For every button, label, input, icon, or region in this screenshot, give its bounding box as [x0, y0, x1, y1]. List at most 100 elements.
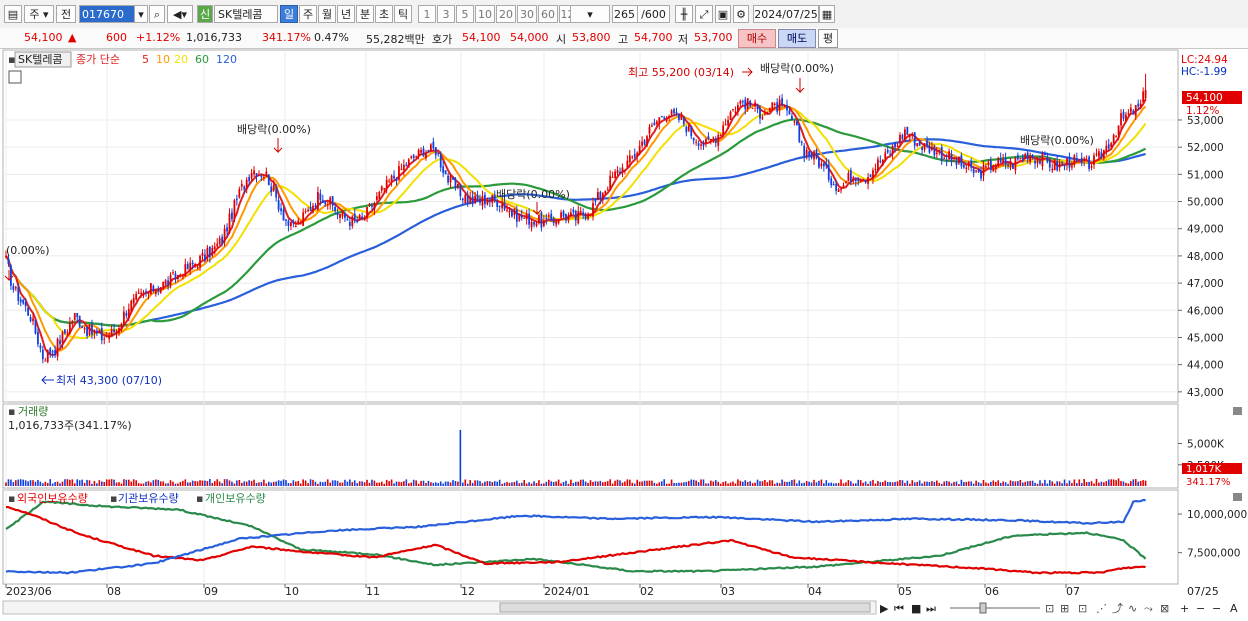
date-input[interactable]: 2024/07/25 [753, 5, 819, 23]
volume-bar [547, 479, 550, 486]
holdings-menu-icon[interactable]: ▪ [8, 492, 15, 505]
tool-icon[interactable]: ⊠ [1160, 602, 1169, 615]
candle-body [206, 247, 209, 259]
period-tab-6[interactable]: 틱 [394, 5, 412, 23]
period-tab-1[interactable]: 주 [299, 5, 317, 23]
interval-tab-10[interactable]: 10 [475, 5, 495, 23]
candle-body [697, 143, 700, 146]
interval-tab-5[interactable]: 5 [456, 5, 474, 23]
candle-body [1019, 158, 1022, 160]
period-week-select[interactable]: 주 ▾ [24, 5, 54, 23]
zoom-out-icon[interactable]: − [1196, 602, 1205, 615]
period-tab-4[interactable]: 분 [356, 5, 374, 23]
scrollbar-thumb[interactable] [499, 602, 871, 613]
volume-bar [783, 481, 786, 486]
chart-menu-icon[interactable]: ▪ [8, 53, 15, 66]
tool-icon[interactable]: ∿ [1128, 602, 1137, 615]
avg-button[interactable]: 평 [818, 29, 838, 48]
volume-close-icon[interactable] [1233, 407, 1242, 415]
text-size-icon[interactable]: A [1230, 602, 1238, 615]
candle-body [992, 166, 995, 172]
candle-body [287, 220, 290, 226]
chevron-down-icon[interactable]: ▾ [134, 5, 148, 23]
tool-icon[interactable]: ⤳ [1144, 602, 1153, 615]
buy-button[interactable]: 매수 [738, 29, 776, 48]
candle-body [312, 205, 314, 213]
zoom-in-icon[interactable]: + [1180, 602, 1189, 615]
candle-body [926, 140, 928, 146]
candle-body [673, 109, 675, 114]
volume-bar [486, 481, 489, 486]
volume-bar [307, 483, 309, 486]
candle-body [267, 174, 270, 186]
tool-icon[interactable]: ⊞ [1060, 602, 1069, 615]
interval-tab-1[interactable]: 1 [418, 5, 436, 23]
new-badge: 신 [197, 5, 213, 23]
volume-bar [108, 479, 110, 486]
candle-icon[interactable]: ╫ [675, 5, 693, 23]
speaker-icon[interactable]: ◀▾ [167, 5, 193, 23]
volume-bar [791, 480, 793, 486]
candle-body [864, 179, 867, 183]
candle-body [1085, 159, 1088, 161]
stop-icon[interactable]: ■ [911, 602, 921, 615]
tool-icon[interactable]: ⤴ [1112, 601, 1123, 615]
search-icon[interactable]: ⌕ [149, 5, 165, 23]
volume-bar [34, 481, 37, 486]
candle-body [29, 317, 32, 322]
candle-body [466, 196, 469, 203]
period-tab-0[interactable]: 일 [280, 5, 298, 23]
volume-bar [1068, 480, 1071, 486]
scroll-right-icon[interactable]: ▶ [880, 602, 889, 615]
dividend-label-5: 배당락(0.00%) [1020, 134, 1094, 147]
candle-body [727, 119, 729, 126]
volume-bar [540, 483, 543, 486]
tool-icon[interactable]: ⊡ [1045, 602, 1054, 615]
candle-body [609, 175, 612, 190]
price-tick-label: 46,000 [1187, 305, 1224, 317]
candle-body [162, 281, 165, 288]
volume-bar [398, 481, 400, 486]
candle-body [213, 246, 216, 250]
interval-tab-20[interactable]: 20 [496, 5, 516, 23]
dividend-label-1: (0.00%) [6, 244, 50, 257]
save-icon[interactable]: ▣ [715, 5, 731, 23]
minus-icon[interactable]: − [1212, 602, 1221, 615]
candle-body [778, 99, 781, 111]
period-tab-5[interactable]: 초 [375, 5, 393, 23]
draw-icon[interactable]: ⤢ [695, 5, 713, 23]
period-tab-2[interactable]: 월 [318, 5, 336, 23]
zoom-slider-handle[interactable] [979, 602, 987, 614]
holdings-close-icon[interactable] [1233, 493, 1242, 501]
gear-icon[interactable]: ⚙ [733, 5, 749, 23]
tool-icon[interactable]: ⋰ [1096, 602, 1107, 615]
candle-body [108, 336, 111, 339]
interval-tab-60[interactable]: 60 [538, 5, 558, 23]
count-input[interactable]: 265 [612, 5, 638, 23]
sell-button[interactable]: 매도 [778, 29, 816, 48]
candle-body [66, 332, 69, 334]
candle-body [889, 153, 892, 156]
fast-forward-icon[interactable]: ⏭ [926, 602, 936, 615]
layout-icon[interactable]: ▤ [4, 5, 22, 23]
candle-body [682, 117, 685, 125]
volume-menu-icon[interactable]: ▪ [8, 405, 15, 418]
grid-toggle-icon[interactable] [8, 70, 22, 84]
rewind-icon[interactable]: ⏮ [894, 602, 904, 615]
candle-body [34, 319, 37, 334]
stock-code-input[interactable]: 017670 [79, 5, 137, 23]
tool-icon[interactable]: ⊡ [1078, 602, 1087, 615]
candle-body [100, 327, 103, 341]
volume-bar [1046, 483, 1049, 486]
interval-tab-3[interactable]: 3 [437, 5, 455, 23]
candle-body [258, 174, 260, 176]
volume-bar [788, 481, 791, 486]
interval-input[interactable]: ▾ [570, 5, 610, 23]
candle-body [44, 360, 47, 362]
volume-bar [324, 481, 327, 486]
interval-tab-30[interactable]: 30 [517, 5, 537, 23]
period-tab-3[interactable]: 년 [337, 5, 355, 23]
calendar-icon[interactable]: ▦ [819, 5, 835, 23]
prev-button[interactable]: 전 [56, 5, 76, 23]
